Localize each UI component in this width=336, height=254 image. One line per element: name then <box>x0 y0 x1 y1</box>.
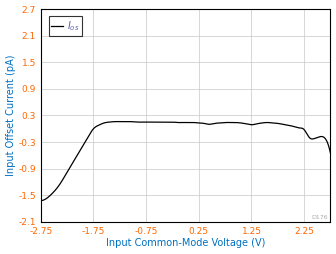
Text: D176: D176 <box>311 215 328 220</box>
Legend: $\mathit{I}_{os}$: $\mathit{I}_{os}$ <box>49 16 82 36</box>
Y-axis label: Input Offset Current (pA): Input Offset Current (pA) <box>6 55 15 176</box>
X-axis label: Input Common-Mode Voltage (V): Input Common-Mode Voltage (V) <box>106 239 265 248</box>
